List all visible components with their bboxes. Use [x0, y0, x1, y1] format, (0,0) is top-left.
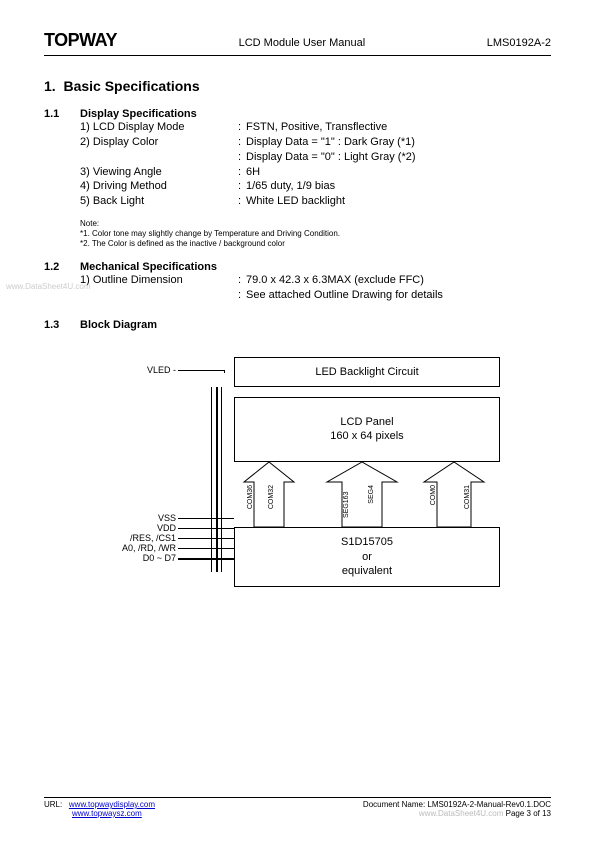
logo: TOPWAY	[44, 30, 117, 51]
vss-label: VSS	[116, 513, 176, 523]
vlabel-com31: COM31	[464, 485, 471, 509]
res-cs1-label: /RES, /CS1	[116, 533, 176, 543]
section-1-1: 1.1 Display Specifications	[44, 108, 551, 120]
watermark-right: www.DataSheet4U.com	[419, 809, 503, 818]
vled-label: VLED -	[108, 365, 176, 375]
spec-row: :See attached Outline Drawing for detail…	[80, 288, 551, 303]
spec-row: 5) Back Light:White LED backlight	[80, 194, 551, 209]
spec-row: 1) LCD Display Mode:FSTN, Positive, Tran…	[80, 120, 551, 135]
header: TOPWAY LCD Module User Manual LMS0192A-2	[44, 30, 551, 56]
footer-url-2[interactable]: www.topwaysz.com	[72, 809, 142, 818]
vlabel-com0: COM0	[430, 485, 437, 505]
section-1-3: 1.3 Block Diagram	[44, 319, 551, 331]
footer-docname: Document Name: LMS0192A-2-Manual-Rev0.1.…	[363, 800, 551, 809]
spec-row: 4) Driving Method:1/65 duty, 1/9 bias	[80, 179, 551, 194]
watermark-left: www.DataSheet4U.com	[6, 282, 90, 291]
doc-id: LMS0192A-2	[487, 37, 551, 49]
vdd-label: VDD	[116, 523, 176, 533]
vlabel-com36: COM36	[247, 485, 254, 509]
section-1-heading: 1. Basic Specifications	[44, 78, 551, 94]
page-number: Page 3 of 13	[506, 809, 551, 818]
footer: URL: www.topwaydisplay.com Document Name…	[44, 797, 551, 818]
spec-row: 1) Outline Dimension:79.0 x 42.3 x 6.3MA…	[80, 273, 551, 288]
spec-row: 2) Display Color:Display Data = "1" : Da…	[80, 135, 551, 150]
spec-row: :Display Data = "0" : Light Gray (*2)	[80, 150, 551, 165]
doc-title: LCD Module User Manual	[239, 37, 366, 49]
chip-box: S1D15705 or equivalent	[234, 527, 500, 587]
note-block: Note: *1. Color tone may slightly change…	[80, 219, 551, 249]
section-1-2: 1.2 Mechanical Specifications	[44, 261, 551, 273]
footer-url-1[interactable]: www.topwaydisplay.com	[69, 800, 155, 809]
led-backlight-box: LED Backlight Circuit	[234, 357, 500, 387]
block-diagram: VLED - LED Backlight Circuit LCD Panel 1…	[104, 357, 504, 632]
vlabel-seg163: SEG163	[343, 485, 350, 525]
a0-rd-wr-label: A0, /RD, /WR	[116, 543, 176, 553]
vlabel-com32: COM32	[268, 485, 275, 509]
arrow-mid-group	[322, 462, 402, 527]
vlabel-seg4: SEG4	[368, 485, 375, 504]
d0-d7-label: D0 ~ D7	[116, 553, 176, 563]
lcd-panel-box: LCD Panel 160 x 64 pixels	[234, 397, 500, 462]
spec-row: 3) Viewing Angle:6H	[80, 165, 551, 180]
